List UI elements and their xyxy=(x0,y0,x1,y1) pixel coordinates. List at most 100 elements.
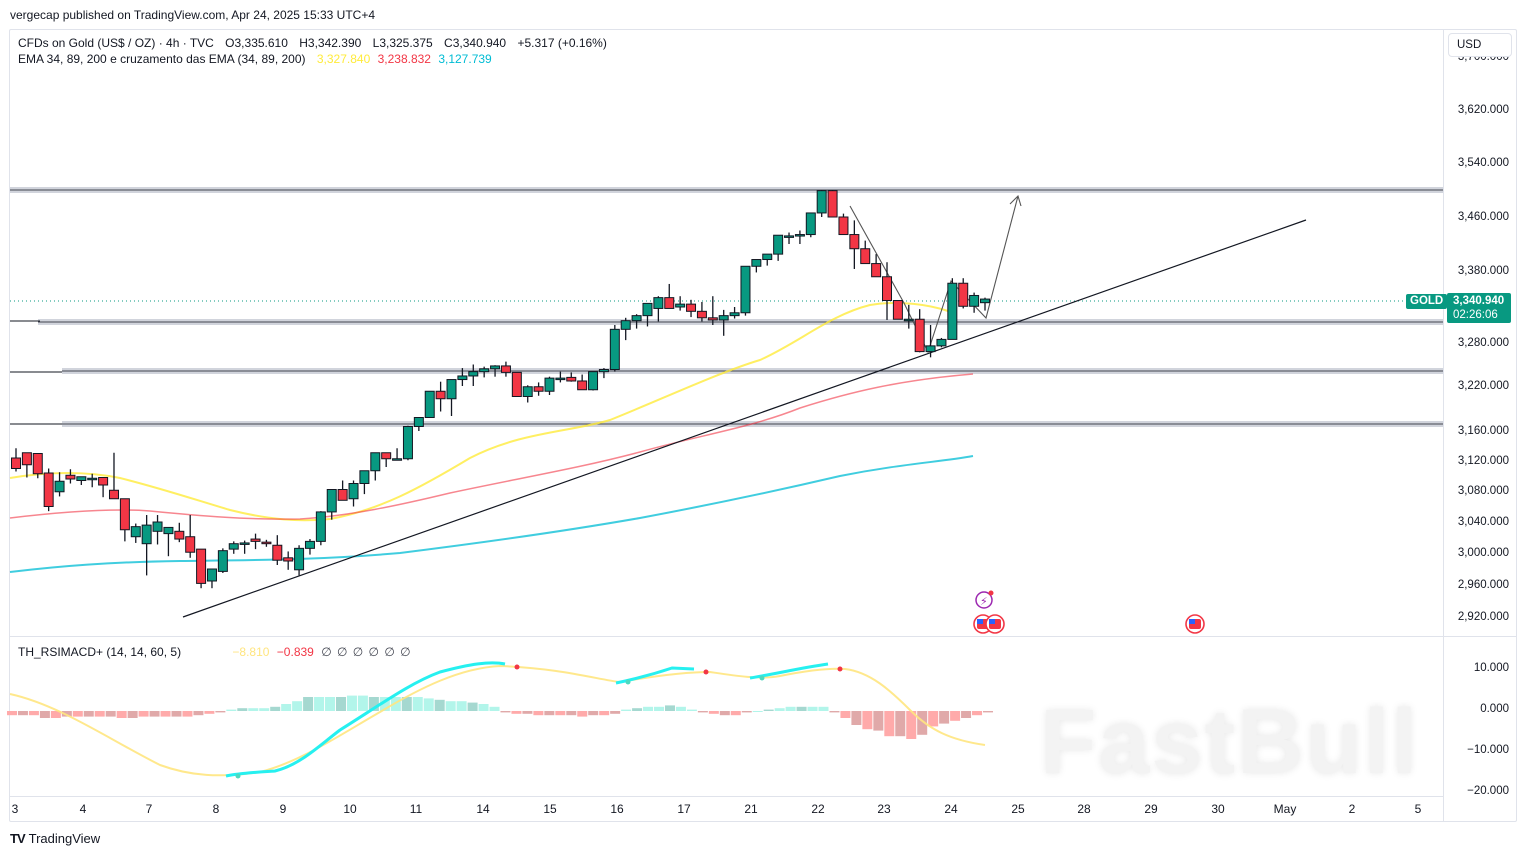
bear-candle xyxy=(860,248,871,265)
histogram-bar xyxy=(368,697,379,711)
histogram-bar xyxy=(917,711,928,735)
histogram-bar xyxy=(555,711,566,716)
price-axis-label: 3,000.000 xyxy=(1457,547,1509,559)
time-axis-label: 4 xyxy=(79,802,87,816)
indicator-value-2: −0.839 xyxy=(276,645,314,659)
histogram-bar xyxy=(335,697,346,711)
bull-candle xyxy=(490,365,501,370)
histogram-bar xyxy=(851,711,862,725)
bear-candle xyxy=(696,310,707,319)
histogram-bar xyxy=(478,704,489,711)
histogram-bar xyxy=(50,711,61,718)
bull-candle xyxy=(642,302,653,317)
lightning-glyph: ⚡ xyxy=(980,596,988,608)
histogram-bar xyxy=(281,704,292,711)
bear-candle xyxy=(250,538,261,542)
time-axis-label: 15 xyxy=(543,802,557,816)
indicator-axis-label: 10.000 xyxy=(1473,662,1509,674)
histogram-bar xyxy=(215,711,226,713)
pane-separator[interactable] xyxy=(9,636,1517,637)
time-axis-label: 30 xyxy=(1211,802,1225,816)
ema34-line xyxy=(9,302,949,522)
time-axis-label: 16 xyxy=(610,802,624,816)
bull-candle xyxy=(239,542,250,545)
bull-candle xyxy=(762,253,773,261)
price-axis-label: 3,540.000 xyxy=(1457,157,1509,169)
event-dot xyxy=(988,590,994,596)
symbol-name[interactable]: CFDs on Gold (US$ / OZ) · 4h · TVC xyxy=(18,36,214,50)
time-axis[interactable]: 3 4 7 8 9 10 11 14 15 16 17 21 22 23 24 25 28 29 30 May 2 5 xyxy=(9,796,1443,822)
bear-candle xyxy=(914,318,925,353)
indicator-legend: TH_RSIMACD+ (14, 14, 60, 5) −8.810 −0.83… xyxy=(18,645,412,659)
currency-button[interactable]: USD xyxy=(1448,33,1512,57)
bear-candle xyxy=(838,216,849,236)
ema34-value: 3,327.840 xyxy=(316,52,371,66)
price-axis-label: 2,920.000 xyxy=(1457,611,1509,623)
bear-candle xyxy=(174,530,185,540)
bull-candle xyxy=(969,294,980,307)
histogram-bar xyxy=(599,711,610,716)
bear-candle xyxy=(108,489,119,500)
histogram-bar xyxy=(774,708,785,711)
histogram-bar xyxy=(697,711,708,713)
histogram-bar xyxy=(94,711,105,717)
tradingview-logo[interactable]: TV TradingView xyxy=(10,831,100,846)
bear-candle xyxy=(435,390,446,400)
bull-candle xyxy=(457,375,468,381)
bull-candle xyxy=(152,521,163,532)
bull-candle xyxy=(729,312,740,317)
bull-candle xyxy=(76,476,87,481)
indicator-axis-label: −10.000 xyxy=(1467,744,1509,756)
bear-candle xyxy=(98,477,109,486)
histogram-bar xyxy=(314,697,325,711)
bear-candle xyxy=(65,474,76,480)
bull-candle xyxy=(392,458,403,461)
histogram-bar xyxy=(950,711,961,721)
bull-candle xyxy=(816,190,827,214)
histogram-bar xyxy=(632,708,643,711)
bear-candle xyxy=(577,380,588,391)
time-axis-label: 3 xyxy=(11,802,19,816)
bear-candle xyxy=(337,489,348,501)
ohlc-low: L3,325.375 xyxy=(372,36,433,50)
histogram-bar xyxy=(873,711,884,731)
bear-candle xyxy=(511,371,522,397)
bull-candle xyxy=(228,543,239,550)
bull-candle xyxy=(359,470,370,484)
histogram-bar xyxy=(72,711,83,717)
time-axis-label: 10 xyxy=(343,802,357,816)
rsi-fast-line xyxy=(225,661,506,778)
histogram-bar xyxy=(357,695,368,711)
price-axis-label: 3,120.000 xyxy=(1457,455,1509,467)
time-axis-label: 7 xyxy=(145,802,153,816)
bull-candle xyxy=(751,259,762,267)
indicator-name[interactable]: TH_RSIMACD+ (14, 14, 60, 5) xyxy=(18,645,182,659)
histogram-bar xyxy=(862,711,873,730)
histogram-bar xyxy=(840,711,851,718)
bull-candle xyxy=(784,235,795,238)
bear-candle xyxy=(185,536,196,553)
bull-candle xyxy=(631,315,642,322)
histogram-bar xyxy=(379,697,390,711)
bull-candle xyxy=(598,369,609,373)
histogram-bar xyxy=(489,706,500,711)
rsi-slow-line xyxy=(9,664,986,777)
lightning-event-icon xyxy=(975,591,993,609)
histogram-bar xyxy=(138,711,149,717)
sell-signal-dot xyxy=(514,664,520,670)
bear-candle xyxy=(882,276,893,302)
histogram-bar xyxy=(511,711,522,714)
histogram-bar xyxy=(412,697,423,711)
price-axis[interactable]: 3,700.000 3,620.000 3,540.000 3,460.000 3,38… xyxy=(1443,29,1517,822)
ema-indicator-label[interactable]: EMA 34, 89, 200 e cruzamento das EMA (34… xyxy=(18,52,306,66)
tradingview-logo-icon: TV xyxy=(10,831,26,846)
bull-candle xyxy=(413,417,424,427)
histogram-bar xyxy=(906,711,917,739)
indicator-axis-label: −20.000 xyxy=(1467,785,1509,797)
bull-candle xyxy=(479,368,490,373)
bull-candle xyxy=(130,526,141,538)
ema200-line xyxy=(9,455,974,573)
bull-candle xyxy=(718,315,729,321)
histogram-bar xyxy=(61,711,72,717)
